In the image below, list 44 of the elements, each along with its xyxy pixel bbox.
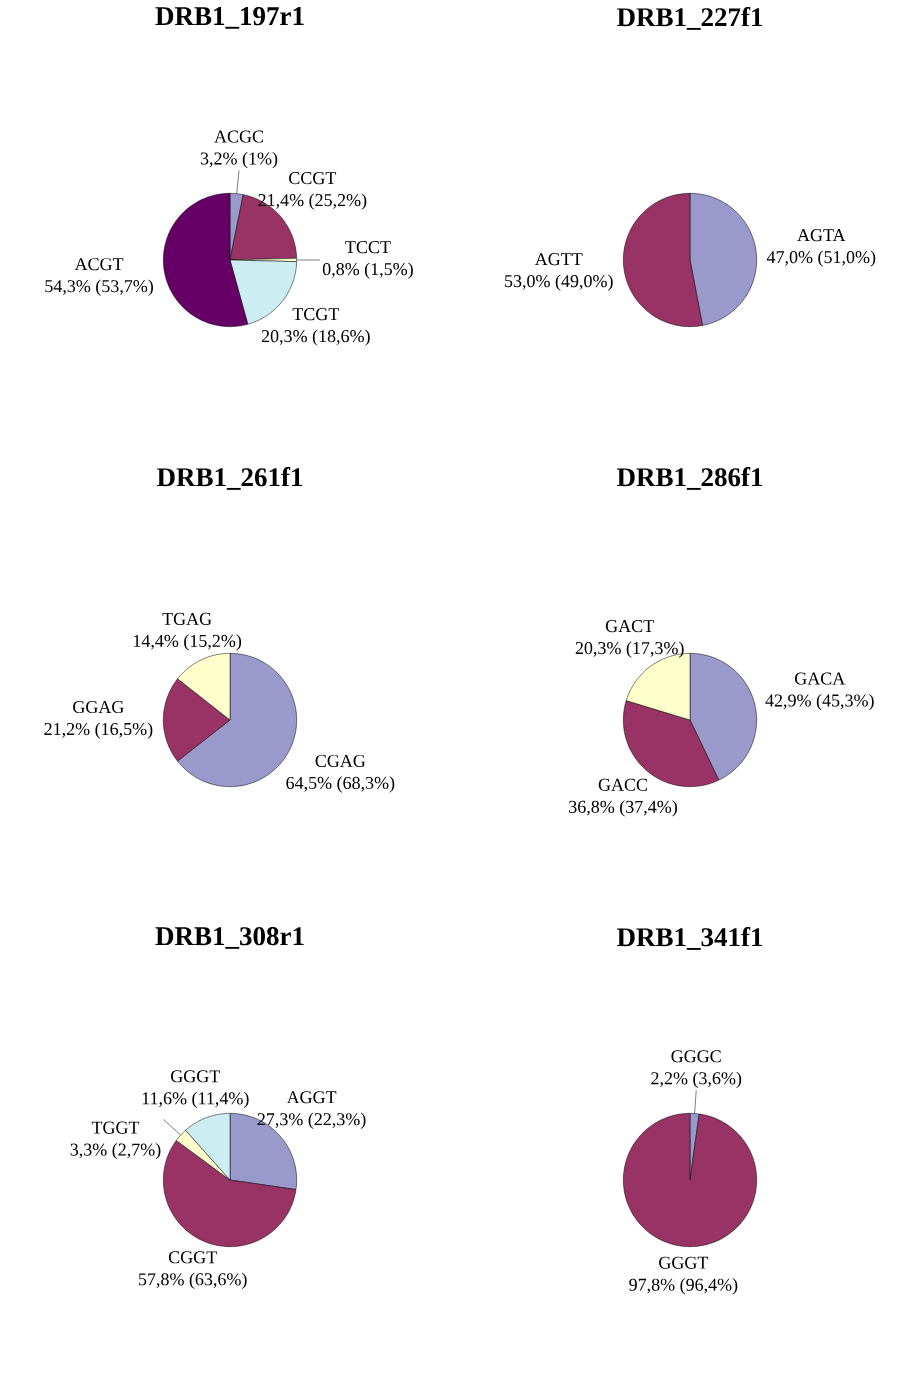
data-label: 14,4% (15,2%) bbox=[133, 634, 242, 651]
data-label: 97,8% (96,4%) bbox=[629, 1278, 738, 1295]
data-label: 0,8% (1,5%) bbox=[322, 262, 413, 279]
data-label: 21,2% (16,5%) bbox=[44, 722, 153, 739]
slice-label: GGGT bbox=[171, 1070, 220, 1083]
slice-label: TCGT bbox=[292, 308, 340, 321]
slice-label: TCCT bbox=[345, 241, 391, 254]
slice-label: GGGC bbox=[671, 1050, 721, 1063]
data-label: 21,4% (25,2%) bbox=[258, 193, 367, 210]
slice-label: CGAG bbox=[315, 754, 366, 767]
slice-label: GACT bbox=[605, 620, 654, 633]
slice-label: GACC bbox=[598, 778, 648, 791]
data-label: 27,3% (22,3%) bbox=[257, 1112, 366, 1129]
slice-label: ACGC bbox=[214, 130, 264, 143]
slice-label: CCGT bbox=[289, 172, 337, 185]
chart-title: DRB1_341f1 bbox=[616, 927, 763, 950]
slice-label: AGGT bbox=[286, 1091, 337, 1104]
data-label: 36,8% (37,4%) bbox=[569, 800, 677, 817]
slice-label: CGGT bbox=[168, 1251, 217, 1264]
chart-title: DRB1_308r1 bbox=[155, 927, 304, 949]
data-label: 2,2% (3,6%) bbox=[651, 1071, 742, 1088]
data-label: 53,0% (49,0%) bbox=[505, 274, 613, 291]
slice-label: GGGT bbox=[659, 1256, 709, 1269]
data-label: 11,6% (11,4%) bbox=[142, 1091, 249, 1109]
data-label: 42,9% (45,3%) bbox=[765, 693, 874, 711]
data-label: 3,3% (2,7%) bbox=[70, 1143, 161, 1160]
chart-title: DRB1_286f1 bbox=[616, 467, 763, 490]
data-label: 20,3% (17,3%) bbox=[575, 641, 684, 658]
chart-title: DRB1_197r1 bbox=[155, 7, 304, 29]
data-label: 3,2% (1%) bbox=[200, 151, 278, 169]
data-label: 47,0% (51,0%) bbox=[766, 250, 876, 267]
slice-label: GACA bbox=[795, 672, 846, 685]
chart-title: DRB1_261f1 bbox=[156, 467, 303, 490]
slice-label: GGAG bbox=[73, 700, 124, 714]
slice-label: ACGT bbox=[74, 258, 124, 271]
slice-label: TGAG bbox=[162, 612, 212, 625]
data-label: 57,8% (63,6%) bbox=[139, 1272, 247, 1290]
slice-label: AGTT bbox=[534, 253, 583, 266]
chart-title: DRB1_227f1 bbox=[616, 7, 763, 30]
slice-label: TGGT bbox=[91, 1121, 140, 1134]
data-label: 20,3% (18,6%) bbox=[261, 329, 370, 346]
slice-label: AGTA bbox=[797, 229, 846, 242]
data-label: 64,5% (68,3%) bbox=[286, 776, 395, 793]
data-label: 54,3% (53,7%) bbox=[45, 279, 154, 296]
